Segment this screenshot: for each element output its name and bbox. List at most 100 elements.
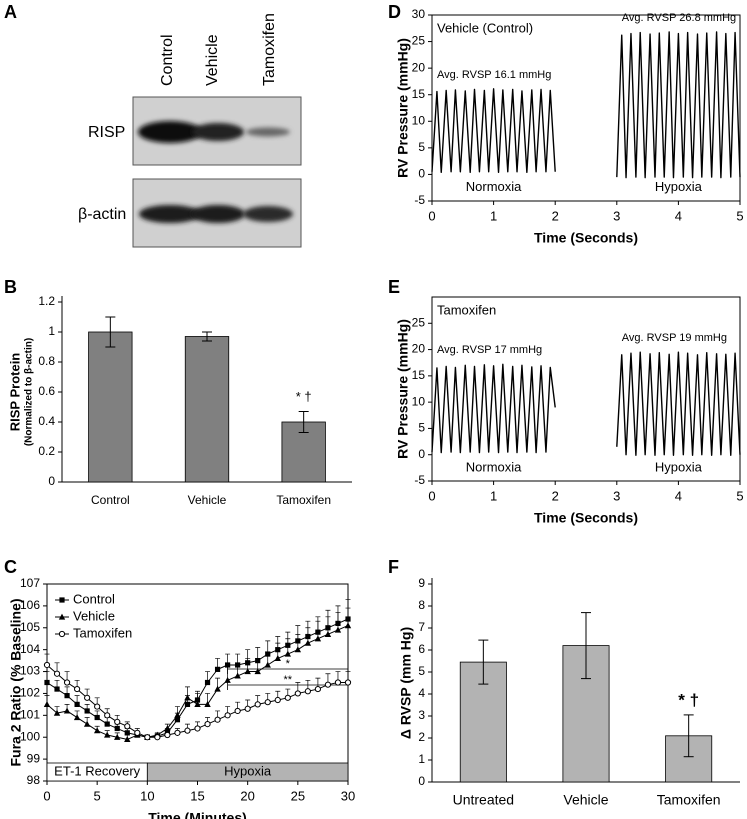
marker [334,679,342,686]
marker [43,661,51,669]
marker [114,725,120,732]
blot-band [243,206,293,222]
marker [214,666,221,672]
segment-annotation: Avg. RVSP 26.8 mmHg [622,12,736,24]
marker [174,729,181,736]
y-tick-label: 9 [418,576,425,590]
x-tick-label: Control [91,493,130,507]
x-tick-label: 3 [613,208,620,223]
y-tick-label: 98 [27,773,41,787]
legend-marker [58,613,66,620]
marker [54,686,60,692]
y-tick-label: 2 [418,730,425,744]
marker [224,676,231,683]
value-annotation: * † [678,690,699,709]
y-axis-title: RISP Protein [7,353,22,432]
legend-label: Control [73,591,115,606]
series-line [616,351,741,456]
marker [64,693,70,699]
marker [244,705,251,712]
subtitle: Vehicle (Control) [437,20,533,35]
x-tick-label: 30 [341,788,355,803]
phase-label: Hypoxia [224,763,272,778]
y-tick-label: 99 [27,751,41,765]
y-tick-label: 102 [20,686,40,700]
segment-label: Normoxia [466,459,522,474]
marker [184,694,191,701]
x-tick-label: 0 [428,208,435,223]
panel-letter: C [4,557,17,577]
legend-label: Tamoxifen [73,625,132,640]
phase-label: ET-1 Recovery [54,763,140,778]
marker [204,679,211,686]
x-tick-label: 2 [552,488,559,503]
segment-label: Hypoxia [655,179,703,194]
y-tick-label: 15 [412,87,426,101]
marker [344,622,352,629]
x-tick-label: 0 [428,488,435,503]
x-tick-label: 5 [736,488,743,503]
phase-band [146,762,349,782]
marker [104,721,110,727]
y-tick-label: 3 [418,708,425,722]
blot-band [191,205,245,223]
marker [344,679,352,686]
marker [83,720,91,727]
series-line [431,363,556,454]
y-tick-label: 1 [48,324,55,338]
marker [84,694,91,701]
marker [74,701,80,707]
marker [264,699,271,706]
x-tick-label: 4 [675,488,682,503]
marker [114,733,121,740]
x-axis-title: Time (Minutes) [148,810,247,819]
panel-letter: D [388,2,401,22]
x-tick-label: 1 [490,208,497,223]
marker [294,690,301,697]
bar [88,331,133,483]
segment-label: Hypoxia [655,459,703,474]
y-tick-label: 5 [418,421,425,435]
marker [264,661,271,668]
y-tick-label: 0.6 [38,384,55,398]
y-tick-label: 0 [418,774,425,788]
marker [244,668,251,675]
marker [304,688,311,695]
y-tick-label: 7 [418,620,425,634]
marker [214,716,221,723]
panel-letter: A [4,2,17,22]
marker [225,662,231,668]
marker [73,714,81,721]
blot-band [138,121,202,143]
marker [104,712,111,719]
marker [254,668,261,675]
marker [104,731,111,738]
marker [124,736,131,743]
panel-letter: E [388,277,400,297]
x-axis-title: Time (Seconds) [534,230,638,246]
x-tick-label: 3 [613,488,620,503]
marker [324,630,332,637]
marker [234,707,241,715]
x-tick-label: 15 [190,788,204,803]
marker [184,727,191,734]
panel-letter: F [388,557,399,577]
y-tick-label: -5 [414,193,425,207]
marker [324,681,332,688]
marker [94,703,101,710]
marker [314,685,321,693]
x-tick-label: 5 [736,208,743,223]
marker [314,635,322,642]
marker [43,700,51,707]
lane-label: Control [159,34,176,86]
marker [284,650,291,657]
marker [234,672,241,679]
legend-marker [58,630,66,638]
marker [224,712,231,719]
segment-annotation: Avg. RVSP 17 mmHg [437,344,542,356]
x-tick-label: Vehicle [188,493,227,507]
y-tick-label: 104 [20,642,40,656]
y-tick-label: 6 [418,642,425,656]
marker [254,701,261,708]
